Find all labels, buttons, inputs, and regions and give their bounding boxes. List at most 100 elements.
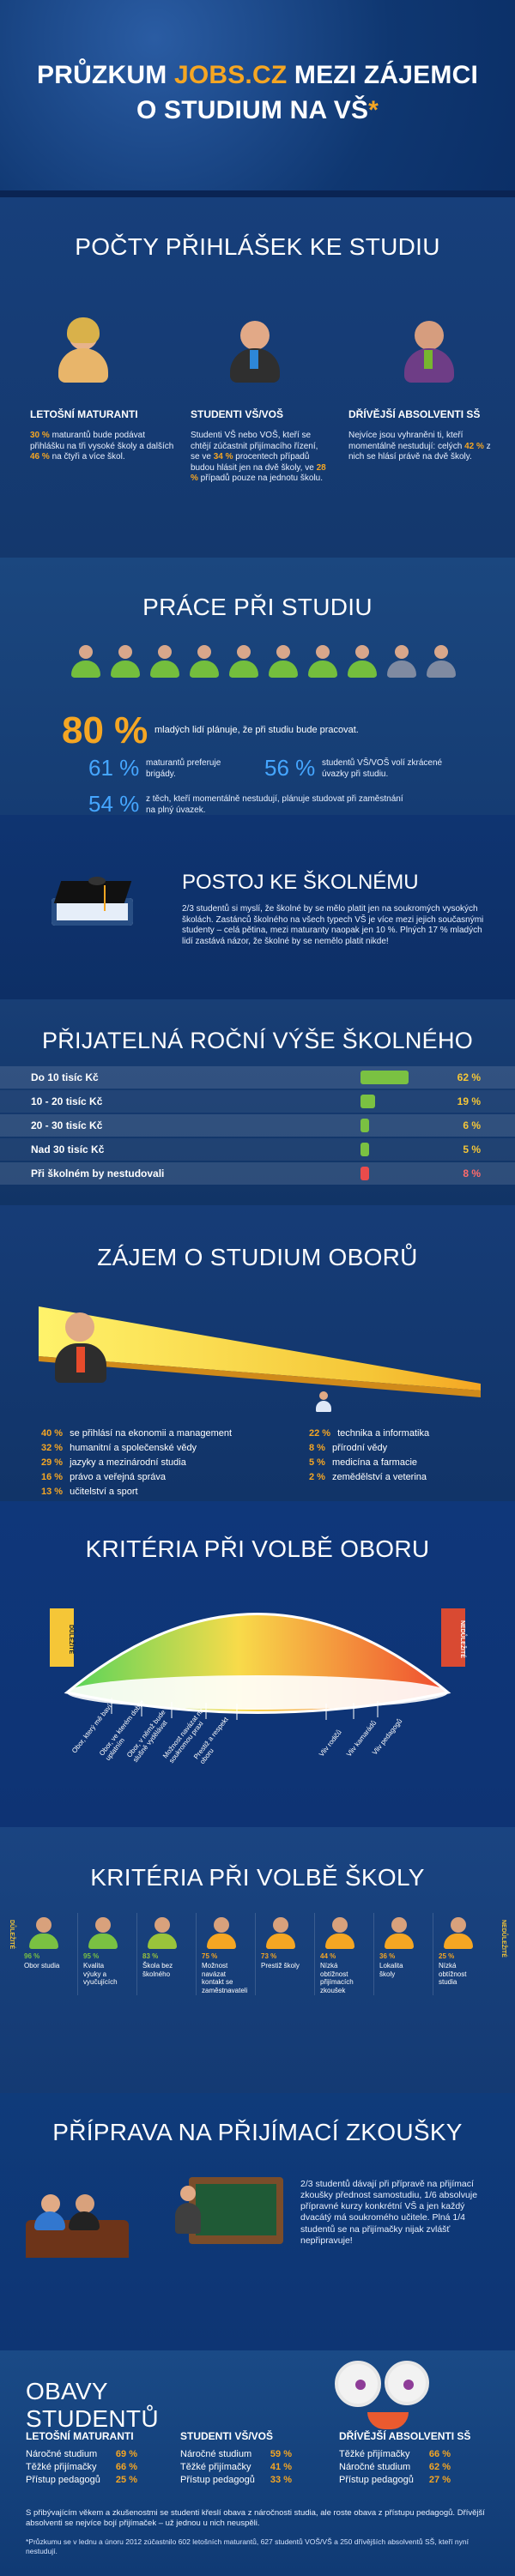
school-criteria-percent: 25 % — [439, 1952, 455, 1960]
tuition-row-bar — [360, 1167, 369, 1180]
group-text: Studenti VŠ nebo VOŠ, kteří se chtějí zú… — [191, 431, 326, 483]
work-bottom-percent: 54 % — [88, 791, 140, 817]
teacher-icon — [173, 2186, 203, 2239]
work-left-text: maturantů preferuje brigády. — [146, 758, 221, 779]
group-text: 30 % maturantů bude podávat přihlášku na… — [30, 431, 174, 462]
person-icon — [273, 1917, 288, 1933]
student-avatar-icon — [424, 643, 458, 679]
worries-row-value: 66 % — [428, 2449, 451, 2460]
school-criteria-text: Kvalita výuky a vyučujících — [83, 1962, 118, 1987]
tuition-row: 20 - 30 tisíc Kč 6 % — [0, 1114, 515, 1137]
tuition-row-label: Nad 30 tisíc Kč — [31, 1143, 105, 1155]
criteria-field-important-flag: DŮLEŽITÉ — [50, 1608, 74, 1667]
group-label: DŘÍVĚJŠÍ ABSOLVENTI SŠ — [348, 408, 481, 420]
school-criteria-percent: 83 % — [142, 1952, 159, 1960]
person-body-icon — [207, 1934, 236, 1949]
school-criteria-percent: 36 % — [379, 1952, 396, 1960]
worries-column: DŘÍVĚJŠÍ ABSOLVENTI SŠ Těžké přijímačky 66… — [339, 2429, 470, 2487]
person-icon — [214, 1917, 229, 1933]
preparation-section: PŘÍPRAVA NA PŘIJÍMACÍ ZKOUŠKY 2/3 studen… — [0, 2093, 515, 2350]
worries-column-title: STUDENTI VŠ/VOŠ — [180, 2430, 274, 2442]
worries-section: OBAVY STUDENTŮ LETOŠNÍ MATURANTI Náročné … — [0, 2350, 515, 2576]
fields-title: ZÁJEM O STUDIUM OBORŮ — [97, 1244, 418, 1270]
title-brand: JOBS.CZ — [173, 61, 288, 89]
tuition-row-value: 62 % — [457, 1071, 481, 1083]
criteria-field-dome — [64, 1613, 451, 1720]
student-avatar-icon — [108, 643, 142, 679]
worries-row-value: 59 % — [270, 2449, 292, 2460]
worries-row: Náročné studium 62 % — [339, 2461, 451, 2474]
title-prefix: PRŮZKUM — [37, 61, 167, 89]
worries-title: OBAVY STUDENTŮ — [26, 2378, 159, 2432]
tuition-attitude-title: POSTOJ KE ŠKOLNÉMU — [182, 871, 419, 894]
school-criteria-item: 96 % Obor studia — [24, 1915, 64, 1992]
tuition-row-label: 10 - 20 tisíc Kč — [31, 1095, 103, 1107]
work-right-text: studentů VŠ/VOŠ volí zkrácené úvazky při… — [322, 758, 443, 779]
school-criteria-text: Nízká obtížnost přijímacích zkoušek — [320, 1962, 354, 1994]
worried-face-icon — [309, 2342, 464, 2445]
criteria-divider — [314, 1913, 315, 1995]
title-asterisk: * — [368, 95, 379, 124]
worries-row-label: Těžké přijímačky — [26, 2462, 97, 2473]
worries-column: STUDENTI VŠ/VOŠ Náročné studium 59 % Těžké … — [180, 2429, 292, 2487]
classroom-illustration — [26, 2179, 154, 2282]
worries-row-label: Náročné studium — [180, 2449, 252, 2460]
worries-row-label: Přístup pedagogů — [26, 2474, 100, 2485]
person-body-icon — [385, 1934, 414, 1949]
graduation-cap-icon — [39, 877, 142, 930]
tuition-row-value: 6 % — [463, 1119, 481, 1131]
field-item: 13 % učitelství a sport — [41, 1487, 138, 1497]
tuition-row-bar — [360, 1071, 409, 1084]
criteria-school-title: KRITÉRIA PŘI VOLBĚ ŠKOLY — [90, 1864, 425, 1891]
school-criteria-item: 36 % Lokalita školy — [379, 1915, 419, 1992]
worries-row-label: Těžké přijímačky — [180, 2462, 251, 2473]
worries-row: Těžké přijímačky 41 % — [180, 2461, 292, 2474]
student-avatar-icon — [385, 643, 419, 679]
group-label: STUDENTI VŠ/VOŠ — [191, 408, 284, 420]
worries-row-value: 62 % — [428, 2462, 451, 2473]
group-label: LETOŠNÍ MATURANTI — [30, 408, 138, 420]
person-icon — [451, 1917, 466, 1933]
field-item: 8 % přírodní vědy — [309, 1443, 388, 1453]
field-item: 16 % právo a veřejná správa — [41, 1472, 166, 1482]
worries-row: Těžké přijímačky 66 % — [339, 2448, 451, 2461]
school-criteria-percent: 75 % — [202, 1952, 218, 1960]
tuition-row: Do 10 tisíc Kč 62 % — [0, 1066, 515, 1089]
school-criteria-text: Prestiž školy — [261, 1962, 300, 1970]
person-body-icon — [88, 1934, 118, 1949]
tuition-row: 10 - 20 tisíc Kč 19 % — [0, 1090, 515, 1113]
tuition-amount-title: PŘIJATELNÁ ROČNÍ VÝŠE ŠKOLNÉHO — [41, 1028, 474, 1053]
tuition-row-label: Při školném by nestudovali — [31, 1167, 165, 1179]
group-text: Nejvíce jsou vyhraněni ti, kteří momentá… — [348, 431, 491, 462]
school-criteria-item: 75 % Možnost navázat kontakt se zaměstnav… — [202, 1915, 247, 1994]
main-title: PRŮZKUM JOBS.CZ MEZI ZÁJEMCI O STUDIUM N… — [0, 58, 515, 128]
school-criteria-text: Škola bez školného — [142, 1962, 173, 1978]
fields-wedge-chart — [39, 1306, 481, 1397]
worries-column: LETOŠNÍ MATURANTI Náročné studium 69 % Těžk… — [26, 2429, 137, 2487]
worries-column-title: DŘÍVĚJŠÍ ABSOLVENTI SŠ — [339, 2430, 471, 2442]
criteria-field-title: KRITÉRIA PŘI VOLBĚ OBORU — [85, 1535, 430, 1562]
fields-section: ZÁJEM O STUDIUM OBORŮ 40 % se přihlásí na… — [0, 1205, 515, 1511]
worries-row-label: Náročné studium — [339, 2462, 411, 2473]
work-left-percent: 61 % — [88, 755, 140, 781]
school-criteria-text: Obor studia — [24, 1962, 60, 1970]
preparation-text: 2/3 studentů dávají při přípravě na přij… — [300, 2179, 478, 2246]
work-section: PRÁCE PŘI STUDIU 80 % mladých lidí plánu… — [0, 558, 515, 817]
worries-row-value: 41 % — [270, 2462, 292, 2473]
person-icon — [36, 1917, 52, 1933]
worries-footnote: *Průzkumu se v lednu a únoru 2012 zúčast… — [26, 2537, 469, 2555]
field-item: 5 % medicína a farmacie — [309, 1457, 418, 1468]
criteria-divider — [136, 1913, 137, 1995]
student-avatar-icon — [148, 643, 182, 679]
tuition-row-label: Do 10 tisíc Kč — [31, 1071, 99, 1083]
school-criteria-item: 83 % Škola bez školného — [142, 1915, 182, 1992]
student-avatar-icon — [306, 643, 340, 679]
tuition-row: Při školném by nestudovali 8 % — [0, 1162, 515, 1185]
worries-row-value: 66 % — [115, 2462, 137, 2473]
criteria-divider — [373, 1913, 374, 1995]
technician-icon — [312, 1391, 335, 1417]
field-item: 22 % technika a informatika — [309, 1428, 430, 1439]
worries-row: Přístup pedagogů 27 % — [339, 2474, 451, 2487]
criteria-divider — [196, 1913, 197, 1995]
